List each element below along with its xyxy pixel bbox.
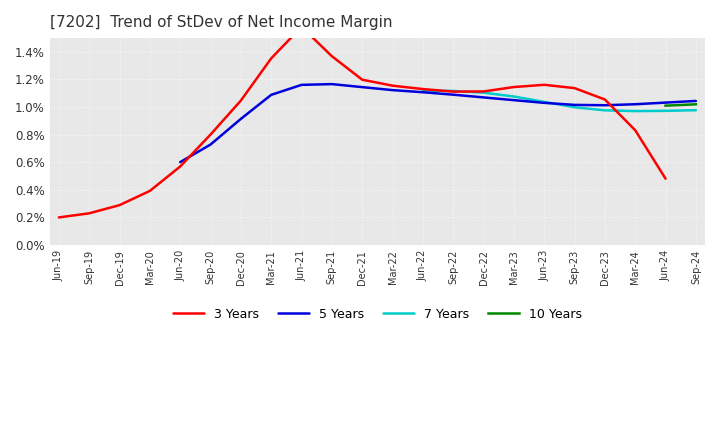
5 Years <box>600 103 609 108</box>
Legend: 3 Years, 5 Years, 7 Years, 10 Years: 3 Years, 5 Years, 7 Years, 10 Years <box>168 303 587 326</box>
10 Years <box>692 102 701 107</box>
10 Years <box>661 103 670 108</box>
5 Years <box>570 102 579 107</box>
3 Years <box>661 176 670 181</box>
Line: 10 Years: 10 Years <box>665 104 696 106</box>
Line: 7 Years: 7 Years <box>423 91 696 111</box>
3 Years <box>480 89 488 94</box>
3 Years <box>358 77 366 82</box>
3 Years <box>267 56 276 61</box>
7 Years <box>418 88 427 93</box>
3 Years <box>145 188 154 194</box>
5 Years <box>510 98 518 103</box>
3 Years <box>55 215 63 220</box>
5 Years <box>328 81 336 87</box>
3 Years <box>510 84 518 90</box>
Line: 3 Years: 3 Years <box>59 27 665 217</box>
3 Years <box>328 54 336 59</box>
5 Years <box>206 142 215 147</box>
5 Years <box>388 88 397 93</box>
5 Years <box>297 82 306 88</box>
7 Years <box>661 108 670 114</box>
7 Years <box>692 107 701 113</box>
7 Years <box>540 99 549 104</box>
5 Years <box>267 92 276 98</box>
3 Years <box>176 164 184 169</box>
7 Years <box>480 90 488 95</box>
7 Years <box>570 105 579 110</box>
7 Years <box>631 109 639 114</box>
Text: [7202]  Trend of StDev of Net Income Margin: [7202] Trend of StDev of Net Income Marg… <box>50 15 392 30</box>
3 Years <box>449 89 457 94</box>
5 Years <box>692 98 701 103</box>
5 Years <box>449 92 457 97</box>
5 Years <box>480 95 488 100</box>
7 Years <box>510 94 518 99</box>
3 Years <box>418 86 427 92</box>
5 Years <box>176 159 184 165</box>
3 Years <box>297 24 306 29</box>
3 Years <box>206 132 215 137</box>
5 Years <box>631 102 639 107</box>
3 Years <box>540 82 549 88</box>
3 Years <box>631 128 639 133</box>
5 Years <box>661 100 670 105</box>
3 Years <box>570 85 579 91</box>
Line: 5 Years: 5 Years <box>180 84 696 162</box>
3 Years <box>600 97 609 102</box>
7 Years <box>449 88 457 94</box>
3 Years <box>237 98 246 103</box>
5 Years <box>418 90 427 95</box>
3 Years <box>85 211 94 216</box>
7 Years <box>600 108 609 113</box>
5 Years <box>237 116 246 121</box>
5 Years <box>358 84 366 90</box>
3 Years <box>388 83 397 88</box>
5 Years <box>540 100 549 106</box>
3 Years <box>115 202 124 208</box>
